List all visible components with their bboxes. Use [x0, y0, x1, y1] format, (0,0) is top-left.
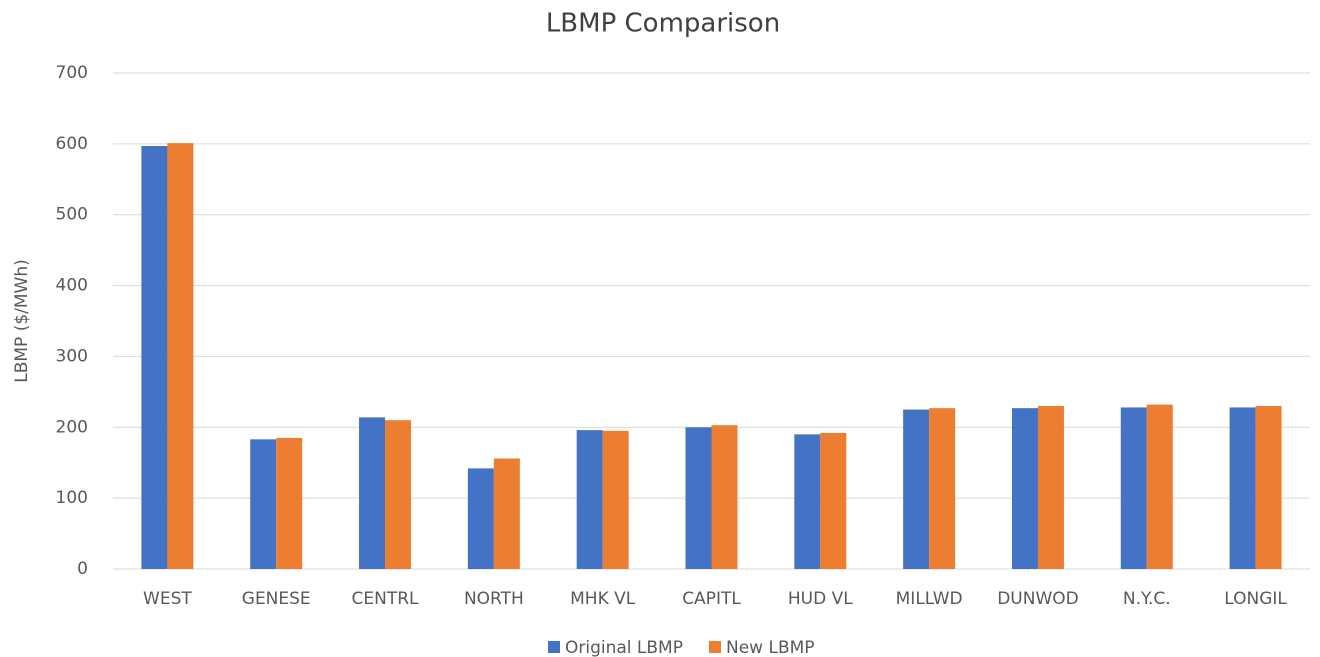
legend-swatch	[708, 641, 721, 653]
y-tick-label: 500	[56, 205, 88, 225]
x-tick-label: LONGIL	[1224, 589, 1287, 609]
x-tick-label: DUNWOD	[997, 589, 1079, 609]
bar	[576, 430, 603, 569]
y-tick-label: 600	[56, 134, 88, 154]
x-tick-label: N.Y.C.	[1123, 589, 1171, 609]
legend-label: Original LBMP	[565, 638, 683, 657]
bar	[794, 434, 821, 569]
bar	[903, 409, 930, 569]
x-tick-label: MILLWD	[896, 589, 963, 609]
bar	[929, 408, 956, 569]
bar	[167, 143, 194, 570]
bar	[250, 439, 277, 569]
bar	[493, 458, 520, 569]
bar	[602, 430, 629, 569]
x-tick-label: CAPITL	[682, 589, 741, 609]
x-tick-label: MHK VL	[570, 589, 636, 609]
legend-swatch	[548, 641, 560, 653]
bar	[1011, 408, 1038, 569]
y-tick-label: 200	[56, 417, 88, 437]
x-tick-label: WEST	[143, 589, 192, 609]
y-tick-label: 400	[56, 276, 88, 296]
bar	[1037, 406, 1064, 569]
chart-title: LBMP Comparison	[546, 9, 780, 39]
bar	[711, 425, 738, 569]
bar	[1146, 404, 1173, 569]
bar	[141, 145, 168, 570]
x-tick-label: NORTH	[464, 589, 524, 609]
y-tick-label: 100	[56, 488, 88, 508]
bar	[467, 468, 494, 569]
bar	[385, 420, 412, 569]
bar	[359, 417, 386, 569]
y-tick-label: 0	[77, 559, 88, 579]
x-tick-label: HUD VL	[788, 589, 853, 609]
bar	[1120, 407, 1147, 569]
bar	[1229, 407, 1256, 569]
y-axis-label: LBMP ($/MWh)	[12, 259, 32, 383]
bar	[276, 437, 303, 569]
y-tick-label: 300	[56, 346, 88, 366]
bar	[685, 427, 712, 569]
legend-label: New LBMP	[726, 638, 815, 657]
bar	[820, 432, 847, 569]
y-tick-label: 700	[56, 63, 88, 83]
x-tick-label: CENTRL	[352, 589, 420, 609]
x-tick-label: GENESE	[242, 589, 311, 609]
bar	[1255, 406, 1282, 569]
